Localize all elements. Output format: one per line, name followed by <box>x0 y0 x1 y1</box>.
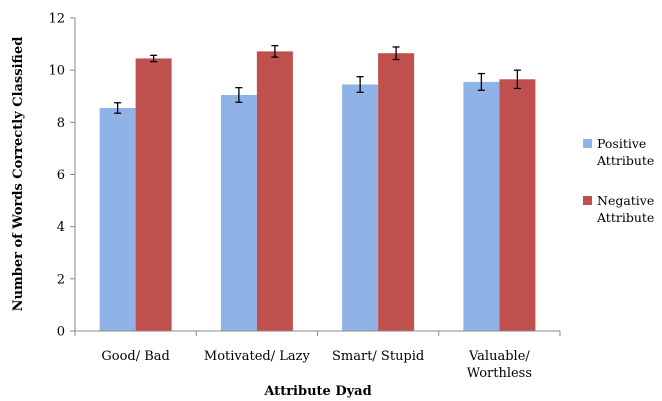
legend-label-line: Attribute <box>596 210 654 225</box>
y-tick-label: 6 <box>57 168 65 183</box>
x-category-label-line: Valuable/ <box>468 349 530 364</box>
x-category-label: Smart/ Stupid <box>332 349 424 364</box>
bar-group <box>99 44 536 332</box>
bar <box>135 58 172 331</box>
legend-label: Negative Attribute <box>596 193 654 225</box>
legend-label-line: Positive <box>597 136 646 151</box>
y-tick-label: 8 <box>57 116 65 131</box>
error-bar <box>513 69 521 90</box>
x-axis: Good/ Bad Motivated/ Lazy Smart/ Stupid Val… <box>74 330 561 381</box>
error-bar <box>392 46 400 61</box>
legend-swatch <box>583 139 592 148</box>
legend: Positive Attribute Negative Attribute <box>583 136 654 225</box>
bar <box>220 94 257 331</box>
error-bar <box>150 54 158 63</box>
legend-label-line: Attribute <box>596 153 654 168</box>
error-bar <box>235 86 243 103</box>
y-tick-label: 12 <box>48 12 65 27</box>
error-bar <box>477 72 485 91</box>
legend-label-line: Negative <box>597 193 654 208</box>
bar <box>463 81 500 331</box>
y-axis-title: Number of Words Correctly Classified <box>11 37 26 312</box>
x-category-label-line: Good/ Bad <box>101 349 170 364</box>
legend-label: Positive Attribute <box>596 136 654 168</box>
y-tick-label: 10 <box>48 64 65 79</box>
error-bar <box>271 44 279 58</box>
y-tick-label: 4 <box>57 220 65 235</box>
error-bar <box>114 102 122 114</box>
x-axis-title: Attribute Dyad <box>263 384 371 399</box>
x-category-label-line: Smart/ Stupid <box>332 349 424 364</box>
bar <box>256 51 293 332</box>
x-category-label: Good/ Bad <box>101 349 170 364</box>
bar <box>342 84 379 331</box>
error-bar <box>356 76 364 93</box>
x-category-label-line: Motivated/ Lazy <box>204 349 311 364</box>
bar <box>499 79 536 331</box>
bar <box>99 107 136 331</box>
y-tick-label: 0 <box>57 325 65 340</box>
y-axis: 0 2 4 6 8 10 12 <box>48 12 76 340</box>
legend-swatch <box>583 196 592 205</box>
bar <box>378 53 415 332</box>
x-category-label-line: Worthless <box>467 366 532 381</box>
y-tick-label: 2 <box>57 272 65 287</box>
x-category-label: Motivated/ Lazy <box>204 349 311 364</box>
x-category-label: Valuable/Worthless <box>467 349 532 381</box>
